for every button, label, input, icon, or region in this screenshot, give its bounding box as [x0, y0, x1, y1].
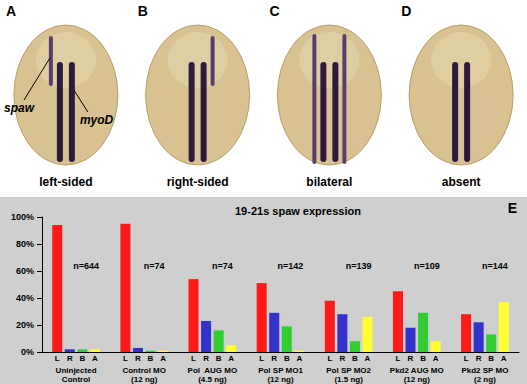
svg-text:Pol SP MO1: Pol SP MO1	[258, 366, 303, 375]
svg-text:B: B	[488, 354, 494, 363]
svg-text:n=644: n=644	[73, 261, 99, 271]
svg-text:(2 ng): (2 ng)	[474, 375, 496, 384]
svg-text:80%: 80%	[16, 239, 34, 249]
svg-text:n=144: n=144	[482, 261, 508, 271]
svg-text:(12 ng): (12 ng)	[131, 375, 158, 384]
svg-text:Pkd2 AUG MO: Pkd2 AUG MO	[390, 366, 444, 375]
svg-text:L: L	[327, 354, 332, 363]
svg-text:B: B	[148, 354, 154, 363]
svg-text:R: R	[67, 354, 73, 363]
svg-text:A: A	[160, 354, 166, 363]
svg-text:B: B	[420, 354, 426, 363]
svg-text:bilateral: bilateral	[306, 175, 352, 189]
svg-text:E: E	[508, 200, 517, 216]
svg-text:19-21s spaw expression: 19-21s spaw expression	[235, 205, 361, 217]
svg-text:Pkd2 SP MO: Pkd2 SP MO	[461, 366, 508, 375]
svg-text:20%: 20%	[16, 320, 34, 330]
svg-text:A: A	[92, 354, 98, 363]
svg-text:B: B	[284, 354, 290, 363]
svg-text:B: B	[216, 354, 222, 363]
svg-text:Control MO: Control MO	[122, 366, 166, 375]
svg-text:R: R	[271, 354, 277, 363]
svg-text:spaw: spaw	[4, 101, 35, 115]
svg-text:n=139: n=139	[346, 261, 372, 271]
svg-text:myoD: myoD	[80, 113, 114, 127]
svg-text:A: A	[296, 354, 302, 363]
svg-text:A: A	[228, 354, 234, 363]
svg-text:R: R	[135, 354, 141, 363]
svg-text:B: B	[138, 3, 148, 19]
svg-text:L: L	[191, 354, 196, 363]
svg-text:L: L	[396, 354, 401, 363]
svg-text:(4.5 ng): (4.5 ng)	[198, 375, 227, 384]
svg-text:B: B	[352, 354, 358, 363]
svg-text:R: R	[408, 354, 414, 363]
svg-text:A: A	[6, 3, 16, 19]
svg-text:absent: absent	[442, 175, 481, 189]
svg-text:40%: 40%	[16, 293, 34, 303]
svg-text:(12 ng): (12 ng)	[267, 375, 294, 384]
svg-text:(1.5 ng): (1.5 ng)	[334, 375, 363, 384]
svg-text:n=109: n=109	[414, 261, 440, 271]
svg-text:Control: Control	[62, 375, 90, 384]
svg-text:C: C	[270, 3, 280, 19]
svg-text:L: L	[464, 354, 469, 363]
svg-text:n=74: n=74	[212, 261, 233, 271]
svg-text:D: D	[401, 3, 411, 19]
svg-text:n=74: n=74	[144, 261, 165, 271]
svg-text:Pol AUG MO: Pol AUG MO	[188, 366, 237, 375]
svg-text:Pol SP MO2: Pol SP MO2	[326, 366, 371, 375]
svg-text:n=142: n=142	[278, 261, 304, 271]
svg-text:A: A	[365, 354, 371, 363]
svg-text:L: L	[123, 354, 128, 363]
svg-text:B: B	[79, 354, 85, 363]
svg-text:A: A	[433, 354, 439, 363]
svg-text:0%: 0%	[21, 347, 34, 357]
svg-text:L: L	[259, 354, 264, 363]
svg-text:R: R	[339, 354, 345, 363]
svg-text:(12 ng): (12 ng)	[404, 375, 431, 384]
svg-text:A: A	[501, 354, 507, 363]
svg-text:R: R	[203, 354, 209, 363]
svg-text:left-sided: left-sided	[39, 175, 92, 189]
svg-text:100%: 100%	[11, 212, 34, 222]
svg-text:Uninjected: Uninjected	[56, 366, 97, 375]
svg-text:L: L	[55, 354, 60, 363]
svg-text:60%: 60%	[16, 266, 34, 276]
svg-text:R: R	[476, 354, 482, 363]
svg-text:right-sided: right-sided	[167, 175, 229, 189]
